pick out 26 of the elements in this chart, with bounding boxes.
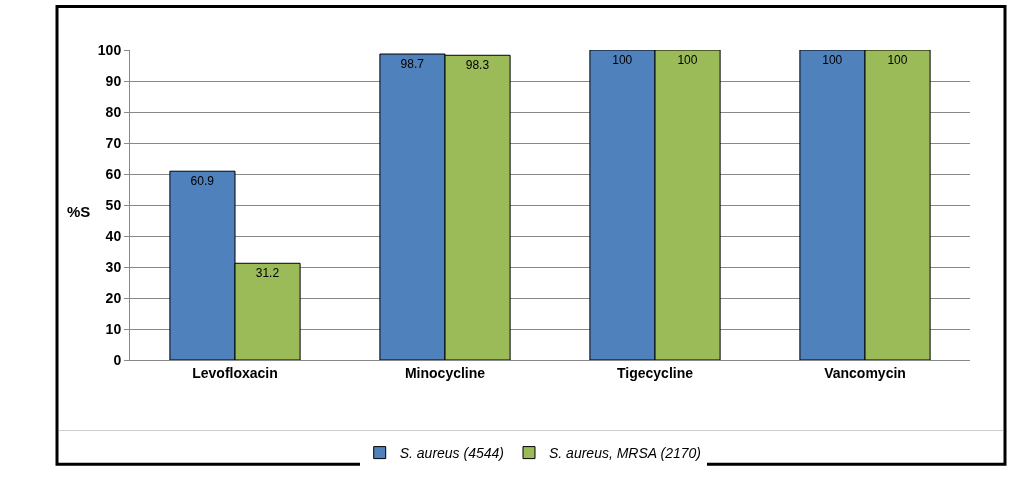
y-tick-label: 70	[105, 134, 122, 151]
y-tick-label: 0	[113, 351, 122, 368]
legend-label: S. aureus (4544)	[399, 445, 504, 462]
y-tick-label: 20	[105, 289, 122, 306]
y-axis-title: %S	[67, 203, 91, 220]
y-tick-label: 50	[105, 196, 122, 213]
data-label: 100	[887, 53, 908, 67]
x-tick-label: Tigecycline	[616, 364, 694, 381]
data-label: 100	[822, 53, 843, 67]
y-tick-label: 60	[105, 165, 122, 182]
x-tick-label: Vancomycin	[824, 364, 906, 381]
legend-label: S. aureus, MRSA (2170)	[549, 445, 701, 462]
y-tick-label: 90	[105, 72, 122, 89]
data-label: 100	[677, 53, 698, 67]
y-tick-label: 30	[105, 258, 122, 275]
x-tick-label: Levofloxacin	[192, 364, 278, 381]
data-label: 60.9	[190, 174, 215, 189]
x-tick-label: Minocycline	[404, 364, 486, 381]
data-label: 100	[612, 53, 633, 67]
data-label: 98.7	[400, 57, 425, 72]
y-tick-label: 10	[105, 320, 122, 337]
y-tick-label: 100	[97, 41, 122, 58]
y-tick-label: 80	[105, 103, 122, 120]
data-label: 31.2	[255, 266, 280, 281]
data-label: 98.3	[465, 58, 490, 73]
y-tick-label: 40	[105, 227, 122, 244]
